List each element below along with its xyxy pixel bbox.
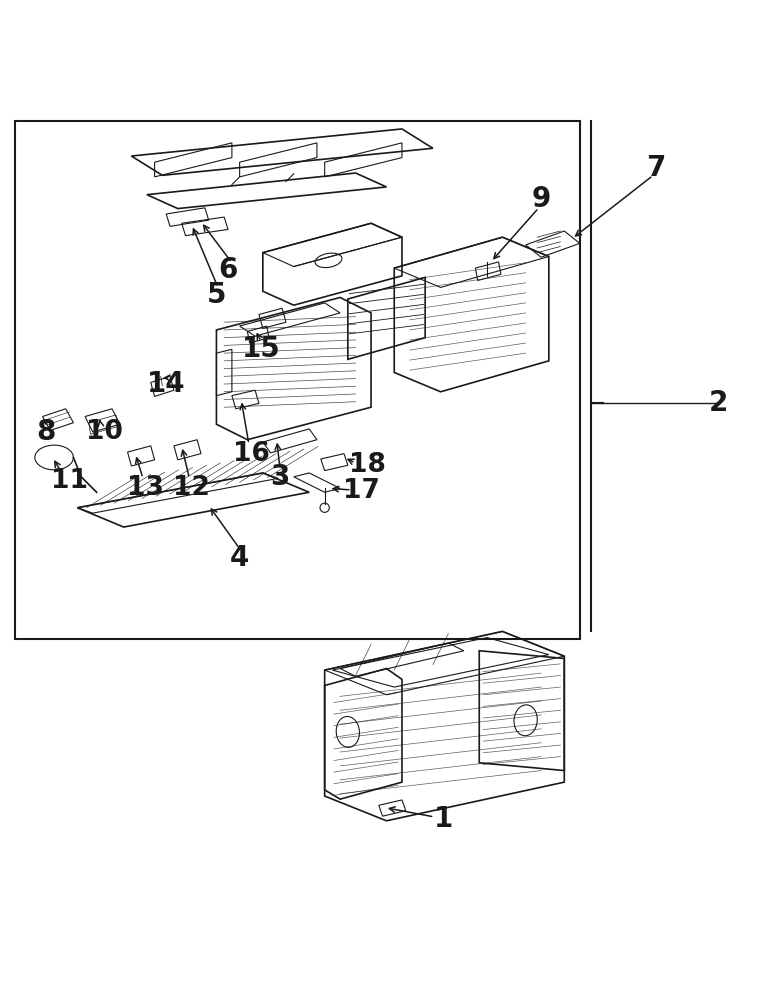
Text: 7: 7 [645, 154, 666, 182]
Text: 11: 11 [51, 468, 88, 494]
Text: 6: 6 [218, 256, 238, 284]
Text: 13: 13 [127, 475, 164, 501]
Text: 2: 2 [709, 389, 729, 417]
Text: 18: 18 [349, 452, 386, 478]
Text: 1: 1 [434, 805, 453, 833]
Text: 15: 15 [242, 335, 281, 363]
Text: 16: 16 [233, 441, 270, 467]
Text: 10: 10 [86, 419, 123, 445]
Text: 4: 4 [230, 544, 250, 572]
Text: 17: 17 [343, 478, 380, 504]
Text: 12: 12 [173, 475, 210, 501]
Text: 5: 5 [206, 281, 226, 309]
Text: 3: 3 [270, 463, 290, 491]
Text: 9: 9 [532, 185, 550, 213]
Bar [15, 121, 580, 639]
Text: 14: 14 [147, 370, 186, 398]
Text: 8: 8 [36, 418, 56, 446]
